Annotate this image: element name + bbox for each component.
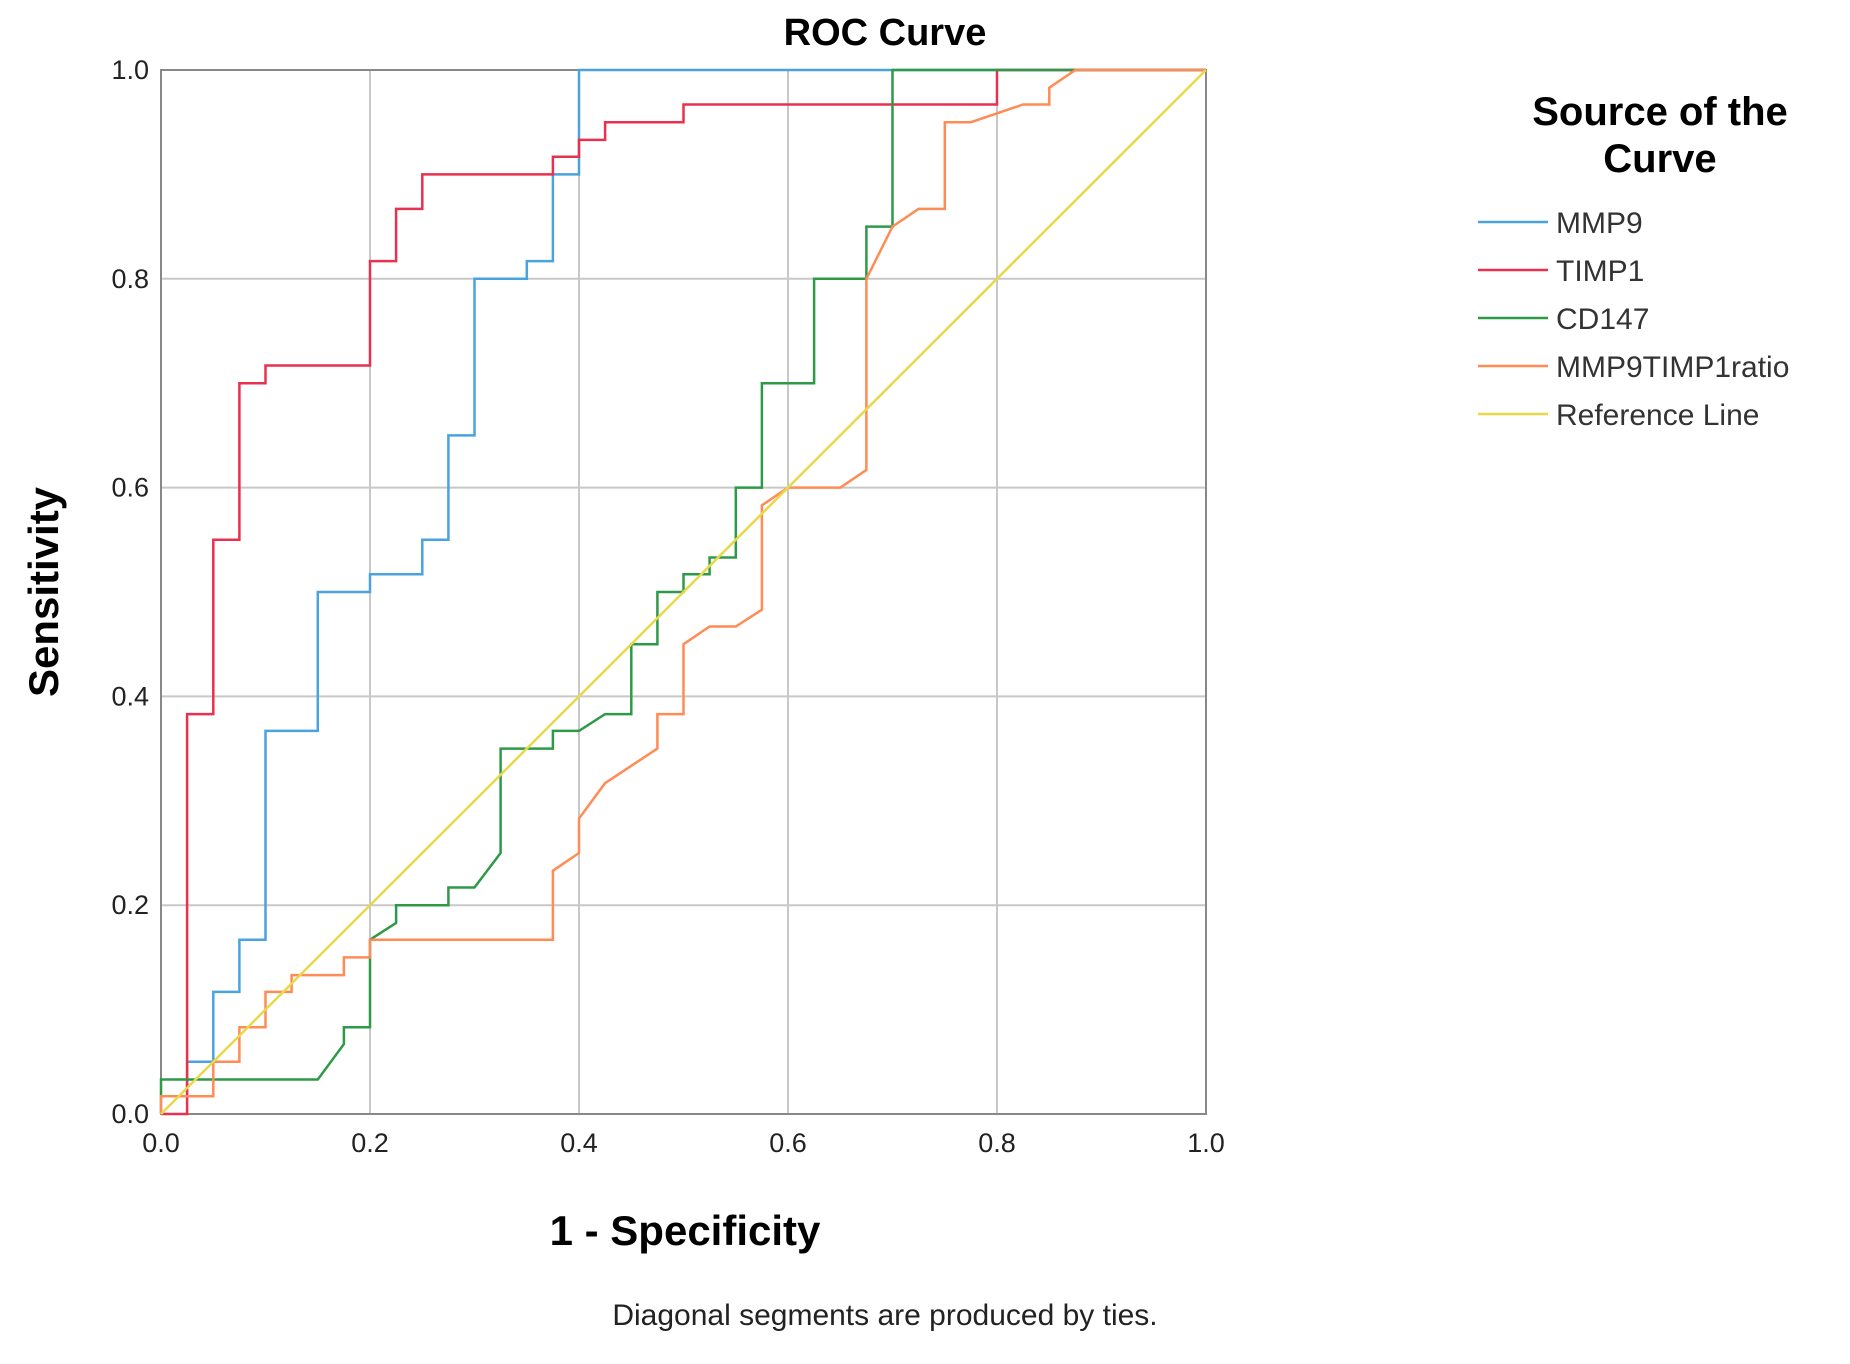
- series-line-cd147: [159, 68, 1206, 1097]
- y-tick-label: 0.4: [111, 681, 149, 711]
- legend: Source of the Curve MMP9 TIMP1 CD147 MMP9TI…: [1478, 90, 1789, 432]
- legend-label: CD147: [1556, 303, 1649, 336]
- legend-label: MMP9TIMP1ratio: [1556, 351, 1789, 384]
- series-line-mmp9: [159, 68, 1206, 1114]
- y-tick-label: 1.0: [111, 55, 149, 85]
- x-tick-label: 0.8: [978, 1128, 1016, 1158]
- legend-title-line-2: Curve: [1603, 137, 1716, 181]
- y-tick-label: 0.8: [111, 264, 149, 294]
- legend-items: MMP9 TIMP1 CD147 MMP9TIMP1ratio Reference Li…: [1478, 207, 1789, 432]
- x-tick-label: 0.4: [560, 1128, 598, 1158]
- series-group: [159, 68, 1207, 1116]
- x-tick-label: 0.2: [351, 1128, 389, 1158]
- y-axis-title: Sensitivity: [20, 486, 67, 697]
- y-tick-labels: 0.0 0.2 0.4 0.6 0.8 1.0: [111, 55, 149, 1129]
- legend-label: MMP9: [1556, 207, 1643, 240]
- footnote: Diagonal segments are produced by ties.: [612, 1299, 1157, 1332]
- series-line-mmp9timp1ratio: [159, 68, 1206, 1114]
- x-tick-labels: 0.0 0.2 0.4 0.6 0.8 1.0: [142, 1128, 1225, 1158]
- legend-label: TIMP1: [1556, 255, 1644, 288]
- x-tick-label: 0.6: [769, 1128, 807, 1158]
- series-line-timp1: [161, 68, 1206, 1116]
- y-tick-label: 0.6: [111, 473, 149, 503]
- x-tick-label: 0.0: [142, 1128, 180, 1158]
- legend-label: Reference Line: [1556, 399, 1759, 432]
- series-line-reference-line: [160, 69, 1207, 1115]
- chart-title: ROC Curve: [784, 12, 987, 54]
- x-axis-title: 1 - Specificity: [550, 1207, 821, 1254]
- y-tick-label: 0.0: [111, 1099, 149, 1129]
- x-tick-label: 1.0: [1187, 1128, 1225, 1158]
- legend-title-line-1: Source of the: [1532, 90, 1788, 134]
- y-tick-label: 0.2: [111, 890, 149, 920]
